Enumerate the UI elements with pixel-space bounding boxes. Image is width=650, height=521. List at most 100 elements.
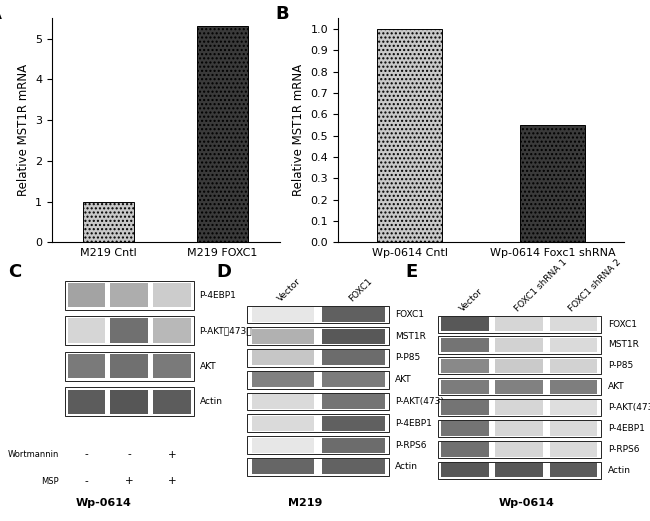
Bar bbox=[247, 371, 389, 389]
Text: FOXC1: FOXC1 bbox=[395, 310, 424, 319]
Bar bbox=[495, 401, 543, 415]
Bar bbox=[247, 305, 389, 324]
Bar bbox=[252, 329, 314, 344]
Bar bbox=[252, 416, 314, 431]
Bar bbox=[252, 351, 314, 366]
Bar bbox=[252, 438, 314, 453]
Bar bbox=[247, 436, 389, 454]
Text: Actin: Actin bbox=[608, 466, 631, 475]
Text: MST1R: MST1R bbox=[608, 340, 639, 350]
Bar bbox=[377, 29, 442, 242]
Text: AKT: AKT bbox=[200, 362, 216, 371]
Bar bbox=[322, 438, 385, 453]
Bar bbox=[252, 373, 314, 387]
Bar bbox=[153, 390, 191, 414]
Text: P-RPS6: P-RPS6 bbox=[608, 445, 640, 454]
Text: +: + bbox=[168, 450, 177, 460]
Text: AKT: AKT bbox=[395, 375, 411, 384]
Text: A: A bbox=[0, 5, 2, 23]
Text: E: E bbox=[406, 263, 418, 281]
Text: FOXC1 shRNA 1: FOXC1 shRNA 1 bbox=[513, 257, 569, 313]
Text: -: - bbox=[84, 450, 88, 460]
Text: -: - bbox=[84, 476, 88, 486]
Bar bbox=[68, 318, 105, 343]
Y-axis label: Relative MST1R mRNA: Relative MST1R mRNA bbox=[17, 64, 30, 196]
Bar bbox=[83, 202, 135, 242]
Bar bbox=[247, 327, 389, 345]
Text: M219: M219 bbox=[289, 498, 322, 508]
Bar bbox=[322, 329, 385, 344]
Bar bbox=[549, 380, 597, 394]
Text: FOXC1 shRNA 2: FOXC1 shRNA 2 bbox=[567, 257, 623, 313]
Bar bbox=[549, 463, 597, 478]
Bar bbox=[65, 352, 194, 381]
Bar bbox=[437, 357, 601, 375]
Bar bbox=[252, 460, 314, 474]
Bar bbox=[549, 401, 597, 415]
Bar bbox=[322, 460, 385, 474]
Bar bbox=[247, 414, 389, 432]
Text: MST1R: MST1R bbox=[395, 332, 426, 341]
Text: P-RPS6: P-RPS6 bbox=[395, 441, 426, 450]
Text: FOXC1: FOXC1 bbox=[608, 319, 637, 329]
Bar bbox=[495, 338, 543, 352]
Text: Wp-0614: Wp-0614 bbox=[499, 498, 554, 508]
Text: P-4EBP1: P-4EBP1 bbox=[608, 424, 645, 433]
Text: Vector: Vector bbox=[276, 276, 303, 303]
Bar bbox=[322, 373, 385, 387]
Text: +: + bbox=[125, 476, 134, 486]
Bar bbox=[111, 318, 148, 343]
Text: Wortmannin: Wortmannin bbox=[8, 450, 59, 459]
Bar bbox=[68, 390, 105, 414]
Bar bbox=[65, 387, 194, 416]
Bar bbox=[252, 307, 314, 322]
Bar bbox=[68, 283, 105, 307]
Bar bbox=[437, 420, 601, 437]
Bar bbox=[437, 441, 601, 458]
Text: P-4EBP1: P-4EBP1 bbox=[395, 419, 432, 428]
Bar bbox=[521, 125, 585, 242]
Bar bbox=[65, 280, 194, 309]
Bar bbox=[65, 316, 194, 345]
Bar bbox=[495, 442, 543, 456]
Bar bbox=[437, 378, 601, 395]
Text: C: C bbox=[8, 263, 21, 281]
Bar bbox=[549, 421, 597, 436]
Bar bbox=[322, 416, 385, 431]
Bar bbox=[441, 401, 489, 415]
Text: FOXC1: FOXC1 bbox=[347, 276, 374, 303]
Text: +: + bbox=[168, 476, 177, 486]
Bar bbox=[197, 27, 248, 242]
Bar bbox=[111, 354, 148, 378]
Bar bbox=[549, 358, 597, 373]
Bar bbox=[495, 463, 543, 478]
Bar bbox=[252, 394, 314, 409]
Bar bbox=[437, 399, 601, 416]
Bar bbox=[441, 358, 489, 373]
Text: P-4EBP1: P-4EBP1 bbox=[200, 291, 237, 300]
Text: Actin: Actin bbox=[395, 462, 418, 472]
Bar bbox=[322, 394, 385, 409]
Text: D: D bbox=[216, 263, 231, 281]
Bar bbox=[322, 307, 385, 322]
Bar bbox=[111, 283, 148, 307]
Bar bbox=[441, 421, 489, 436]
Text: B: B bbox=[275, 5, 289, 23]
Text: P-AKT（473）: P-AKT（473） bbox=[200, 326, 252, 335]
Bar bbox=[441, 380, 489, 394]
Bar bbox=[495, 421, 543, 436]
Bar bbox=[68, 354, 105, 378]
Text: Actin: Actin bbox=[200, 398, 222, 406]
Bar bbox=[247, 458, 389, 476]
Bar bbox=[549, 317, 597, 331]
Text: AKT: AKT bbox=[608, 382, 625, 391]
Text: P-AKT(473): P-AKT(473) bbox=[395, 397, 443, 406]
Bar bbox=[495, 358, 543, 373]
Bar bbox=[322, 351, 385, 366]
Text: P-AKT(473): P-AKT(473) bbox=[608, 403, 650, 412]
Bar bbox=[441, 338, 489, 352]
Bar bbox=[495, 317, 543, 331]
Bar bbox=[495, 380, 543, 394]
Bar bbox=[549, 338, 597, 352]
Text: P-P85: P-P85 bbox=[395, 353, 420, 363]
